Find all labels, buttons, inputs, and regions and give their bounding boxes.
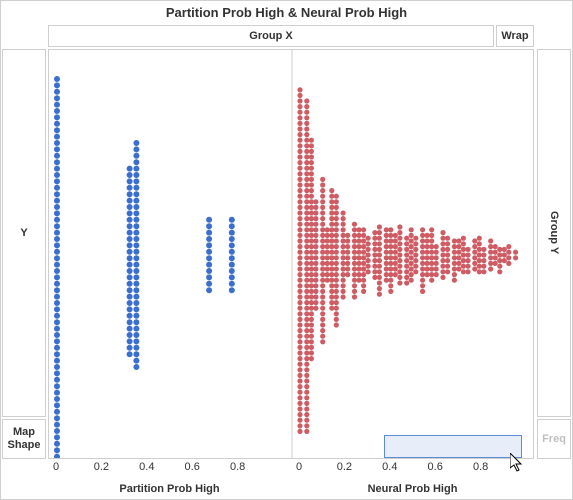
x-tick: 0 bbox=[53, 461, 59, 473]
chart-root: Partition Prob High & Neural Prob High G… bbox=[0, 0, 573, 500]
drop-zone-group-x[interactable]: Group X bbox=[48, 25, 494, 47]
drop-zone-map-shape[interactable]: Map Shape bbox=[2, 419, 46, 459]
drop-zone-y[interactable]: Y bbox=[2, 49, 46, 417]
side-right: Group Y Freq bbox=[537, 49, 571, 459]
drop-zone-wrap[interactable]: Wrap bbox=[496, 25, 534, 47]
x-tick: 0 bbox=[296, 461, 302, 473]
x-tick: 0.8 bbox=[473, 461, 488, 473]
x-tick: 0.6 bbox=[428, 461, 443, 473]
group-y-label: Group Y bbox=[548, 211, 560, 254]
y-label: Y bbox=[20, 227, 27, 239]
wrap-label: Wrap bbox=[501, 30, 528, 42]
cursor-arrow-icon bbox=[510, 453, 526, 473]
x-tick: 0.4 bbox=[139, 461, 154, 473]
x-tick: 0.6 bbox=[185, 461, 200, 473]
x-tick: 0.8 bbox=[230, 461, 245, 473]
group-x-label: Group X bbox=[249, 30, 292, 42]
plot-area[interactable] bbox=[48, 49, 534, 459]
shape-label: Shape bbox=[7, 439, 40, 452]
x-axis-title-right: Neural Prob High bbox=[368, 483, 458, 495]
x-tick: 0.2 bbox=[94, 461, 109, 473]
side-left: Y Map Shape bbox=[2, 49, 46, 459]
drop-zone-group-y[interactable]: Group Y bbox=[537, 49, 571, 417]
header-row: Group X Wrap bbox=[48, 25, 534, 47]
freq-label: Freq bbox=[542, 433, 566, 445]
x-axis-title-left: Partition Prob High bbox=[119, 483, 219, 495]
x-axis-area: 0 0.2 0.4 0.6 0.8 0 0.2 0.4 0.6 0.8 Partition Prob… bbox=[48, 461, 534, 495]
drop-zone-freq[interactable]: Freq bbox=[537, 419, 571, 459]
x-tick: 0.4 bbox=[382, 461, 397, 473]
map-label: Map bbox=[13, 426, 35, 439]
chart-title: Partition Prob High & Neural Prob High bbox=[1, 5, 572, 20]
x-tick: 0.2 bbox=[337, 461, 352, 473]
